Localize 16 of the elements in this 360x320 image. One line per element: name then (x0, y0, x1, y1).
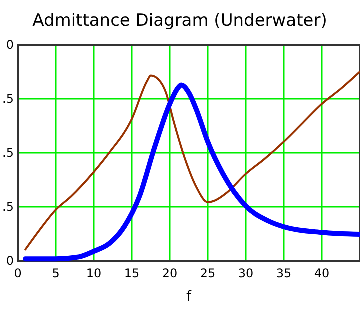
x-tick-label: 20 (162, 266, 178, 281)
text: 0 (6, 38, 14, 52)
x-tick-label: 35 (276, 266, 292, 281)
x-tick-label: 0 (14, 266, 22, 281)
chart-title: Admittance Diagram (Underwater) (32, 11, 328, 31)
x-tick-label: 40 (314, 266, 330, 281)
text: .5 (2, 200, 14, 214)
x-tick-label: 25 (200, 266, 216, 281)
text: .5 (2, 146, 14, 160)
x-tick-label: 5 (52, 266, 60, 281)
text: .5 (2, 92, 14, 106)
text: 0 (6, 254, 14, 268)
x-tick-label: 10 (86, 266, 102, 281)
x-axis-title: f (186, 289, 193, 305)
x-tick-label: 30 (238, 266, 254, 281)
x-tick-label: 15 (124, 266, 140, 281)
